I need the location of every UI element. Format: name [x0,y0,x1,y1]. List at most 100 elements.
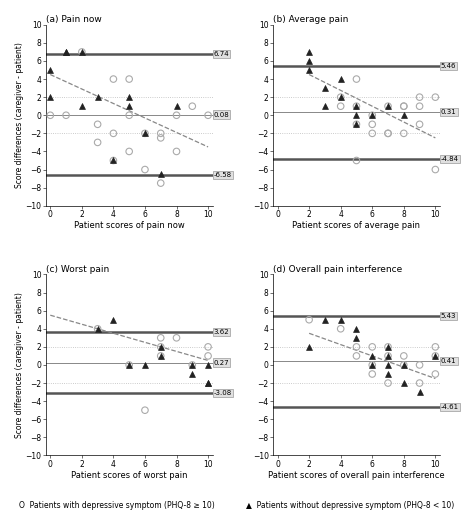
Point [305,66,313,74]
Point [353,120,360,128]
Point [157,352,164,360]
Point [62,48,70,56]
Point [416,361,423,369]
Point [126,93,133,102]
Point [204,361,212,369]
Point [62,48,70,56]
Text: 5.43: 5.43 [441,313,456,319]
Point [400,379,408,387]
Point [416,379,423,387]
Point [204,343,212,351]
Point [204,111,212,120]
Point [368,361,376,369]
Point [353,102,360,110]
Point [368,352,376,360]
Point [189,361,196,369]
Point [384,343,392,351]
Point [305,57,313,65]
Point [384,361,392,369]
Point [384,370,392,378]
Point [384,379,392,387]
Point [189,370,196,378]
Point [384,102,392,110]
Text: 0.31: 0.31 [441,109,456,116]
Point [384,102,392,110]
Point [109,156,117,165]
Point [384,343,392,351]
Point [141,129,149,137]
Point [109,156,117,165]
Point [384,129,392,137]
Point [94,93,101,102]
Point [189,102,196,110]
Point [368,361,376,369]
Text: 0.27: 0.27 [214,359,229,366]
Point [337,93,345,102]
Point [337,75,345,83]
Point [353,75,360,83]
Point [173,334,180,342]
Text: 3.62: 3.62 [214,329,229,335]
Point [400,111,408,120]
Point [157,352,164,360]
Point [141,406,149,414]
Point [157,179,164,188]
Point [204,352,212,360]
Point [46,111,54,120]
Point [384,352,392,360]
Point [353,111,360,120]
Text: ▲  Patients without depressive symptom (PHQ-8 < 10): ▲ Patients without depressive symptom (P… [246,501,455,510]
Point [400,102,408,110]
Point [368,120,376,128]
Point [109,129,117,137]
Point [305,48,313,56]
Text: 0.41: 0.41 [441,358,456,364]
Point [157,343,164,351]
Y-axis label: Score differences (caregiver - patient): Score differences (caregiver - patient) [15,292,24,438]
Text: (c) Worst pain: (c) Worst pain [46,265,109,274]
Point [337,315,345,324]
Point [204,379,212,387]
Point [157,334,164,342]
X-axis label: Patient scores of overall pain interference: Patient scores of overall pain interfere… [268,471,445,480]
Point [78,48,86,56]
Point [353,343,360,351]
Point [141,129,149,137]
Point [416,388,423,396]
Point [78,48,86,56]
Point [141,165,149,174]
Point [109,75,117,83]
Point [157,129,164,137]
Text: (a) Pain now: (a) Pain now [46,15,101,24]
Point [353,102,360,110]
Point [353,352,360,360]
Point [337,102,345,110]
Point [400,352,408,360]
Point [353,325,360,333]
Point [78,102,86,110]
X-axis label: Patient scores of worst pain: Patient scores of worst pain [71,471,187,480]
Point [384,129,392,137]
Point [353,334,360,342]
Point [126,147,133,155]
Point [46,93,54,102]
Point [337,93,345,102]
Point [400,361,408,369]
Point [109,315,117,324]
Point [368,343,376,351]
Point [353,120,360,128]
Point [126,75,133,83]
Point [94,325,101,333]
Point [368,370,376,378]
Point [305,315,313,324]
Point [157,134,164,142]
Point [353,156,360,165]
Point [431,93,439,102]
Point [173,147,180,155]
Point [431,352,439,360]
Text: O  Patients with depressive symptom (PHQ-8 ≥ 10): O Patients with depressive symptom (PHQ-… [19,501,215,510]
Point [321,84,328,92]
Text: (d) Overall pain interference: (d) Overall pain interference [273,265,402,274]
Point [431,352,439,360]
Point [126,111,133,120]
